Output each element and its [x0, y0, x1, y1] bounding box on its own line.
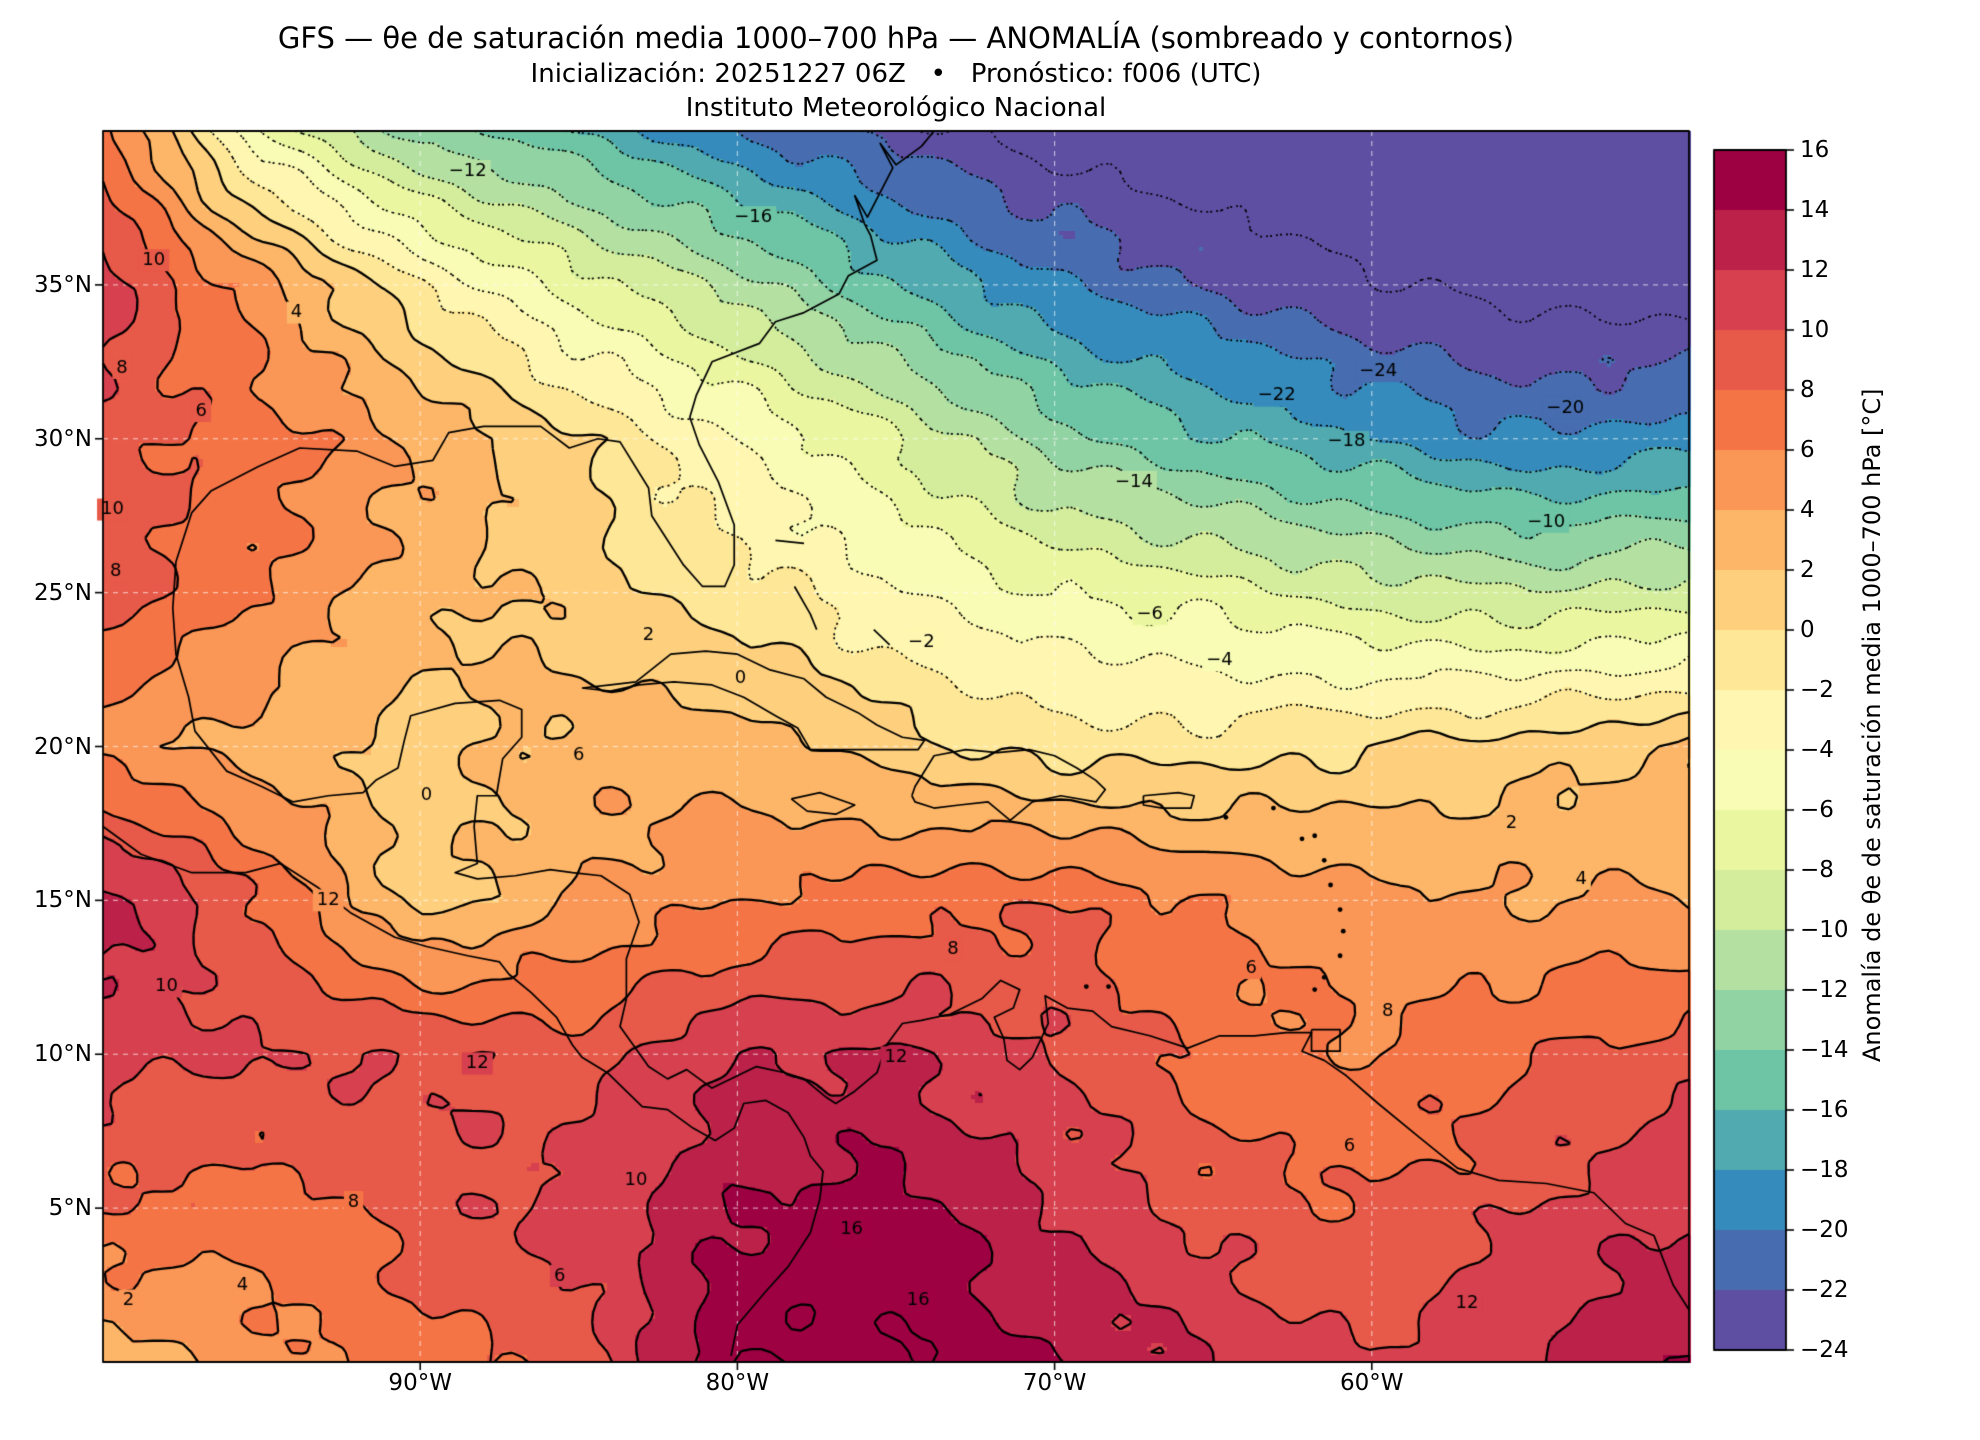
colorbar-tick-label: 16 [1800, 137, 1830, 163]
colorbar-tick-label: 8 [1800, 377, 1815, 403]
colorbar-tick-label: −6 [1800, 797, 1834, 823]
colorbar-tick-label: 2 [1800, 557, 1815, 583]
colorbar-tick-label: −10 [1800, 917, 1849, 943]
lat-tick-label: 30°N [34, 425, 92, 452]
colorbar-tick-label: −16 [1800, 1097, 1849, 1123]
lon-tick-label: 70°W [1022, 1370, 1087, 1396]
colorbar-tick-label: −4 [1800, 737, 1834, 763]
lat-tick-label: 35°N [34, 271, 92, 298]
colorbar-tick-label: 10 [1800, 317, 1830, 343]
chart-title: GFS — θe de saturación media 1000–700 hP… [277, 21, 1515, 55]
colorbar-tick-label: −18 [1800, 1157, 1849, 1183]
colorbar-tick-label: −14 [1800, 1037, 1849, 1063]
colorbar-tick-label: 14 [1800, 197, 1830, 223]
colorbar-tick-label: −24 [1800, 1337, 1849, 1363]
colorbar-tick-label: −2 [1800, 677, 1834, 703]
colorbar-tick-label: 0 [1800, 617, 1815, 643]
colorbar-tick-label: 6 [1800, 437, 1815, 463]
chart-subtitle: Inicialización: 20251227 06Z • Pronóstic… [530, 59, 1262, 89]
colorbar-tick-label: −8 [1800, 857, 1834, 883]
lat-tick-label: 5°N [48, 1195, 92, 1222]
lon-tick-label: 80°W [705, 1370, 770, 1396]
colorbar-tick-label: 12 [1800, 257, 1830, 283]
lat-tick-label: 25°N [34, 579, 92, 606]
lon-tick-label: 60°W [1340, 1370, 1404, 1396]
lat-tick-label: 10°N [34, 1041, 92, 1068]
colorbar-tick-label: −12 [1800, 977, 1849, 1003]
lon-tick-label: 90°W [388, 1370, 452, 1396]
colorbar-tick-label: −20 [1800, 1217, 1849, 1243]
lat-tick-label: 15°N [34, 887, 92, 914]
colorbar-tick-label: −22 [1800, 1277, 1849, 1303]
chart-titles: GFS — θe de saturación media 1000–700 hP… [103, 20, 1689, 125]
colorbar-tick-label: 4 [1800, 497, 1815, 523]
colorbar-label: Anomalía de θe de saturación media 1000–… [1858, 388, 1886, 1062]
chart-institution: Instituto Meteorológico Nacional [685, 93, 1107, 123]
lat-tick-label: 20°N [34, 733, 92, 760]
